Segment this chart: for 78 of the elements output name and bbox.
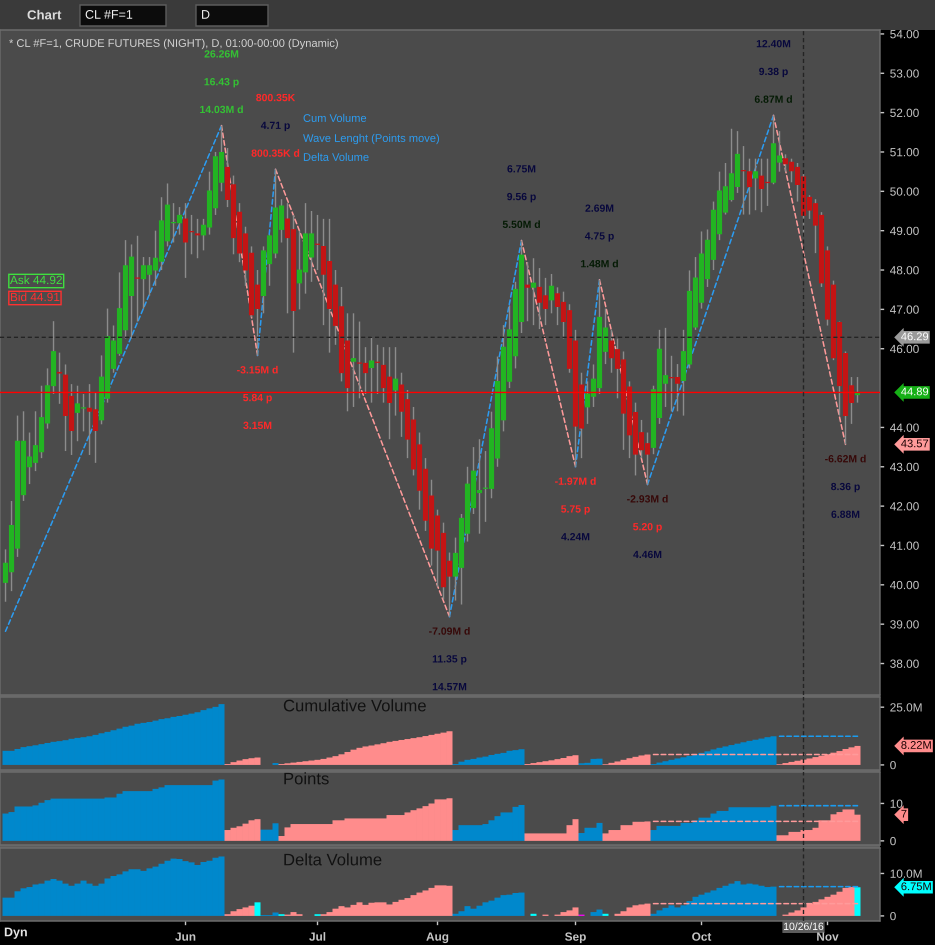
annotation: 5.84 p (243, 394, 272, 404)
ref-line-label: 44.89 (901, 388, 928, 396)
annotation: Wave Lenght (Points move) (303, 134, 439, 144)
y-tick-label: 53.00 (890, 69, 919, 78)
y-tick-label: 43.00 (890, 462, 919, 472)
y-tick-label: 50.00 (890, 187, 919, 196)
x-tick-label: 10/26/16 (784, 922, 824, 930)
annotation: 6.87M d (754, 95, 792, 103)
chart-title: Points (284, 772, 329, 784)
chart-title: Delta Volume (284, 853, 382, 866)
text: Dyn (4, 928, 27, 939)
annotation: 9.38 p (759, 68, 788, 78)
text: 7 (901, 810, 906, 818)
y-tick-label: 10.0M (890, 870, 922, 878)
annotation: 4.24M (561, 533, 590, 540)
annotation: 11.35 p (432, 655, 466, 665)
annotation: 2.69M (585, 204, 614, 212)
annotation: 5.50M d (502, 220, 540, 228)
y-tick-label: 10 (890, 799, 902, 808)
chart-title: Chart (28, 10, 62, 20)
y-tick-label: 41.00 (890, 542, 919, 550)
annotation: Delta Volume (304, 152, 369, 161)
annotation: -7.09M d (429, 627, 470, 635)
y-tick-label: 51.00 (890, 148, 919, 156)
y-tick-label: 0 (890, 836, 896, 846)
annotation: 8.36 p (831, 482, 860, 492)
y-tick-label: 47.00 (890, 305, 919, 314)
annotation: 800.35K (256, 94, 296, 102)
annotation: 9.56 p (507, 192, 536, 202)
annotation: 12.40M (756, 40, 790, 48)
annotation: 5.20 p (633, 522, 662, 532)
x-tick-label: Oct (692, 932, 712, 941)
annotation: 14.57M (432, 683, 466, 690)
annotation: 14.03M d (200, 105, 243, 114)
text: 8.22M (901, 741, 931, 749)
y-tick-label: 40.00 (890, 580, 919, 590)
x-tick-label: Aug (426, 932, 448, 944)
text: * CL #F=1, CRUDE FUTURES (NIGHT), D, 01:00-00:00 (Dynamic) (9, 38, 338, 50)
annotation: -3.15M d (237, 366, 278, 374)
x-tick-label: Nov (817, 932, 839, 941)
y-tick-label: 44.00 (890, 423, 919, 432)
text: CL #F=1 (86, 10, 132, 19)
annotation: Bid 44.91 (10, 292, 60, 302)
y-tick-label: 52.00 (890, 108, 919, 118)
annotation: 3.15M (243, 422, 272, 430)
y-tick-label: 0 (890, 760, 896, 770)
y-tick-label: 49.00 (890, 226, 919, 236)
annotation: 800.35K d (252, 149, 300, 157)
chart-title: Cumulative Volume (284, 699, 426, 712)
y-tick-label: 38.00 (890, 660, 919, 668)
annotation: -6.62M d (825, 454, 866, 462)
annotation: 26.26M (204, 50, 238, 58)
y-tick-label: 0 (890, 912, 896, 920)
y-tick-label: 42.00 (890, 502, 919, 511)
y-tick-label: 48.00 (890, 266, 919, 274)
annotation: -1.97M d (555, 477, 596, 485)
y-tick-label: 46.00 (890, 344, 919, 354)
annotation: -2.93M d (627, 494, 668, 503)
x-tick-label: Jul (309, 932, 326, 941)
x-tick-label: Sep (565, 932, 586, 944)
annotation: 5.75 p (561, 505, 590, 515)
annotation: 4.71 p (260, 122, 290, 132)
annotation: Cum Volume (304, 114, 366, 122)
text: 6.75M (901, 882, 931, 890)
y-tick-label: 25.0M (890, 703, 922, 712)
text: 43.57 (901, 439, 928, 448)
y-tick-label: 54.00 (890, 30, 919, 38)
x-tick-label: Jun (175, 932, 196, 941)
annotation: 16.43 p (204, 78, 239, 88)
annotation: 6.88M (831, 510, 860, 518)
ref-line-label: 46.29 (901, 332, 928, 340)
annotation: 4.46M (633, 550, 662, 558)
text: D (202, 10, 210, 19)
y-tick-label: 39.00 (890, 620, 919, 629)
annotation: 4.75 p (584, 232, 614, 242)
annotation: 1.48M d (581, 260, 618, 268)
annotation: 6.75M (507, 165, 536, 172)
annotation: Ask 44.92 (10, 275, 62, 284)
